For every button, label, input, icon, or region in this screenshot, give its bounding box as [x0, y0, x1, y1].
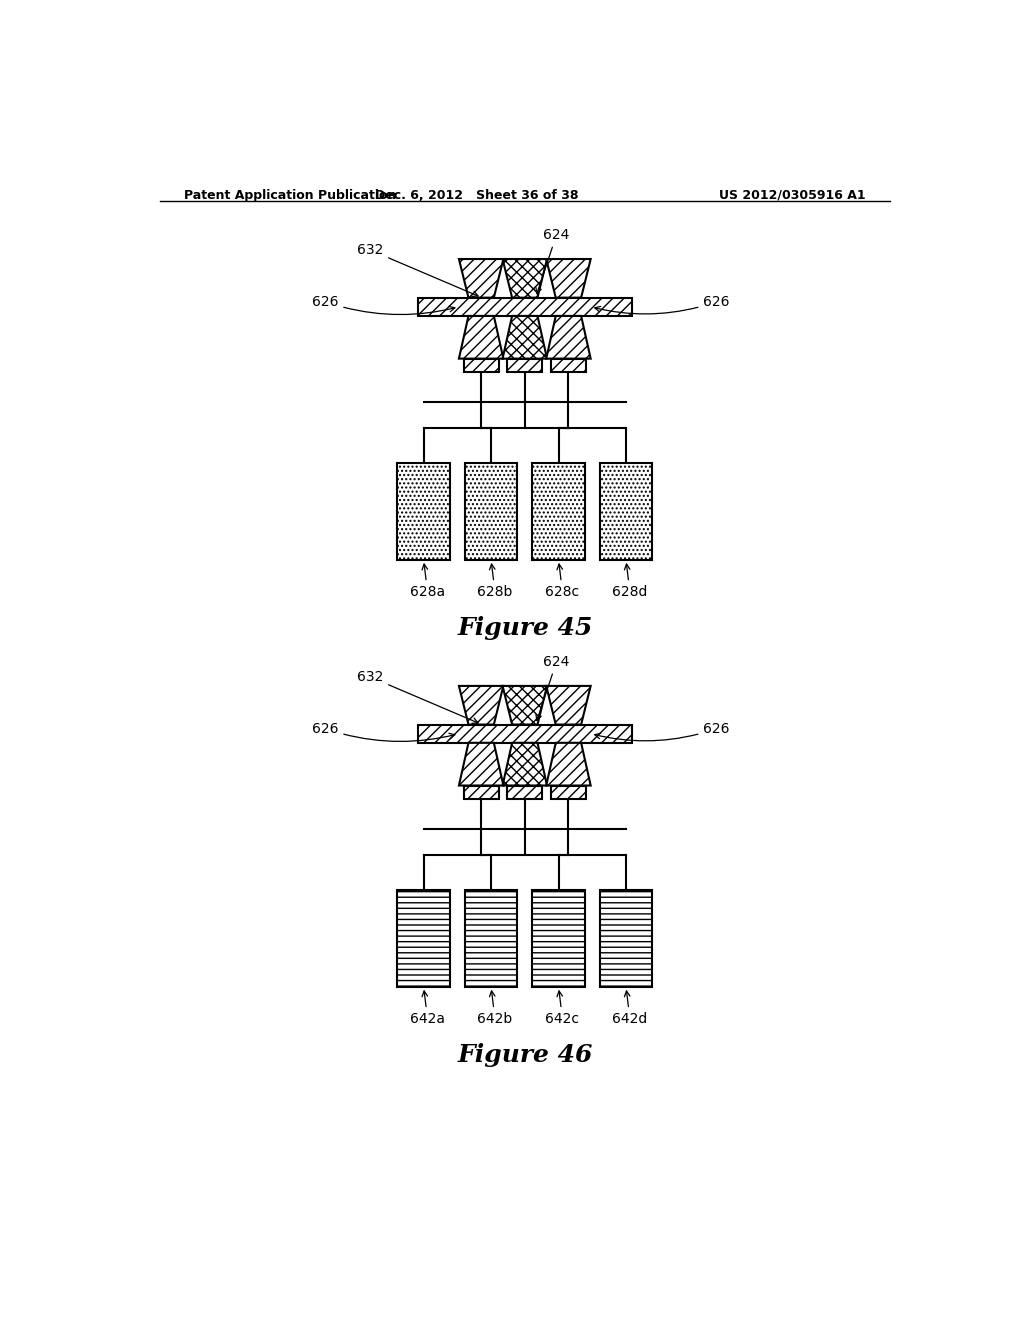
Text: 626: 626 — [311, 722, 455, 742]
Polygon shape — [503, 259, 547, 297]
Text: 628a: 628a — [410, 564, 445, 599]
Polygon shape — [459, 259, 504, 297]
Bar — [507, 359, 543, 372]
Text: 642a: 642a — [410, 991, 445, 1026]
Text: 632: 632 — [356, 243, 478, 297]
Polygon shape — [459, 743, 504, 785]
Text: 624: 624 — [536, 228, 569, 293]
Polygon shape — [459, 686, 504, 725]
Text: 628c: 628c — [546, 564, 580, 599]
Text: 626: 626 — [595, 294, 730, 314]
Text: 628b: 628b — [477, 564, 513, 599]
Text: 626: 626 — [595, 722, 730, 741]
Bar — [464, 785, 499, 799]
Text: 642c: 642c — [546, 991, 580, 1026]
Text: 642b: 642b — [477, 991, 513, 1026]
Polygon shape — [546, 259, 591, 297]
Bar — [600, 463, 652, 560]
Bar — [465, 463, 517, 560]
Text: 632: 632 — [356, 669, 478, 723]
Bar — [551, 359, 586, 372]
Bar — [418, 297, 632, 315]
Bar — [532, 890, 585, 987]
Polygon shape — [503, 743, 547, 785]
Polygon shape — [546, 315, 591, 359]
Bar — [397, 463, 450, 560]
Bar — [507, 785, 543, 799]
Text: Figure 46: Figure 46 — [457, 1043, 593, 1067]
Polygon shape — [503, 686, 547, 725]
Polygon shape — [459, 315, 504, 359]
Text: Dec. 6, 2012   Sheet 36 of 38: Dec. 6, 2012 Sheet 36 of 38 — [376, 189, 579, 202]
Bar — [464, 359, 499, 372]
Bar — [551, 785, 586, 799]
Bar — [600, 890, 652, 987]
Text: 624: 624 — [536, 655, 569, 721]
Bar — [418, 725, 632, 743]
Bar — [465, 890, 517, 987]
Polygon shape — [546, 686, 591, 725]
Polygon shape — [546, 743, 591, 785]
Bar — [532, 463, 585, 560]
Text: Figure 45: Figure 45 — [457, 616, 593, 640]
Bar — [397, 890, 450, 987]
Text: 628d: 628d — [612, 564, 647, 599]
Text: 642d: 642d — [612, 991, 647, 1026]
Text: Patent Application Publication: Patent Application Publication — [183, 189, 396, 202]
Text: US 2012/0305916 A1: US 2012/0305916 A1 — [720, 189, 866, 202]
Text: 626: 626 — [311, 294, 455, 314]
Polygon shape — [503, 315, 547, 359]
